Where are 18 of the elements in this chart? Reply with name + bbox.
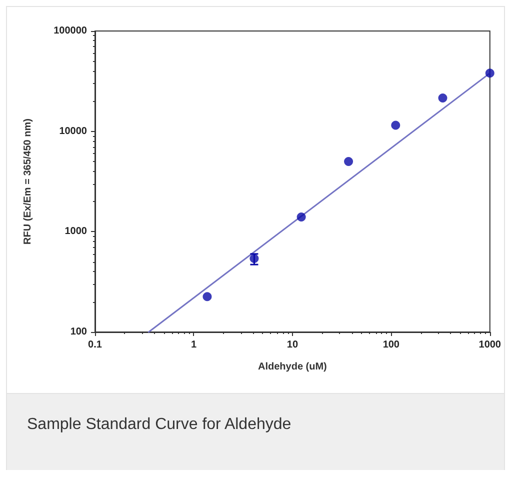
point xyxy=(202,292,212,302)
y-tick-label: 1000 xyxy=(64,226,88,238)
x-tick-label: 100 xyxy=(382,340,400,350)
point xyxy=(485,68,494,78)
x-tick-label: 1 xyxy=(190,340,197,350)
x-tick-label: 1000 xyxy=(478,340,502,350)
point xyxy=(296,212,306,222)
y-tick-label: 100000 xyxy=(54,26,88,36)
y-axis-title: RFU (Ex/Em = 365/450 nm) xyxy=(22,118,34,244)
x-tick-label: 0.1 xyxy=(88,340,102,350)
point xyxy=(438,93,448,102)
y-tick-label: 100 xyxy=(70,326,88,338)
point xyxy=(391,120,400,130)
text: Sample Standard Curve for Aldehyde xyxy=(27,416,292,434)
x-axis-title: Aldehyde (uM) xyxy=(258,362,327,372)
point xyxy=(344,157,354,166)
x-tick-label: 10 xyxy=(286,340,298,350)
y-tick-label: 10000 xyxy=(59,126,88,137)
